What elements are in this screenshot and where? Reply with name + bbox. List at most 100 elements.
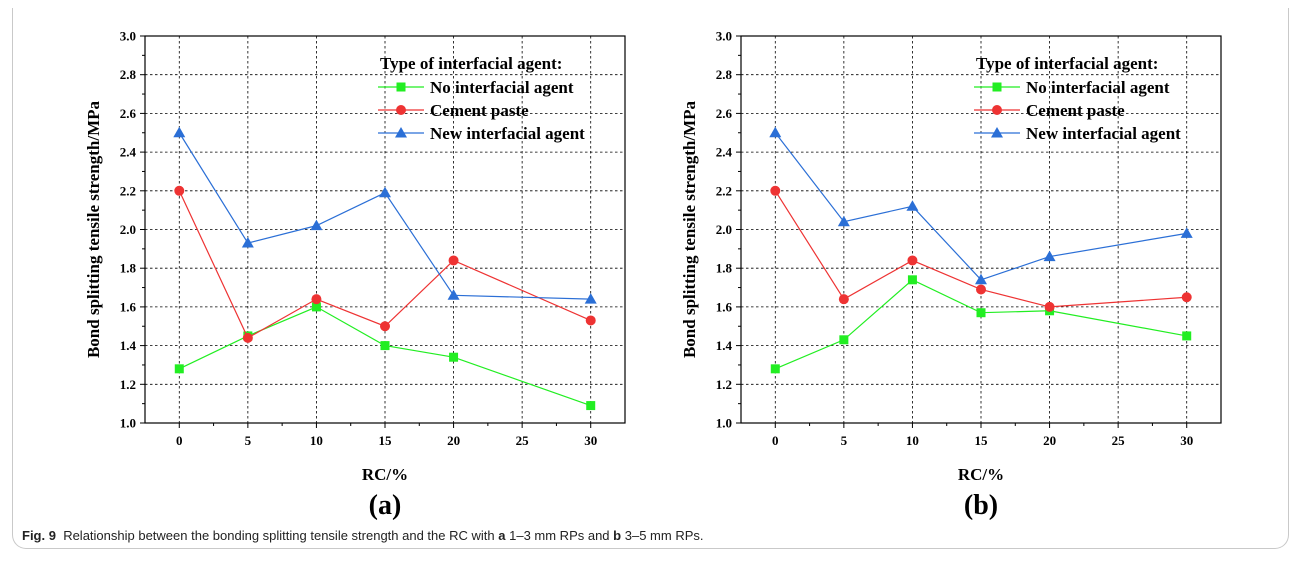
series-3-point <box>837 215 850 227</box>
series-1-point <box>770 364 780 374</box>
series-3-point <box>1043 250 1056 262</box>
x-tick-label: 30 <box>584 433 597 448</box>
chart-panel-b: 0 5 10 15 20 25 30 1.0 1.2 1.4 1.6 1.8 2.0 2.2 2.4 2.6 2… <box>680 29 1222 520</box>
series-1-point <box>380 341 390 351</box>
y-tick-label: 2.4 <box>716 145 733 160</box>
caption-text-2: 1–3 mm RPs and <box>509 528 610 543</box>
y-tick-label: 1.2 <box>120 377 136 392</box>
x-tick-label: 0 <box>176 433 183 448</box>
x-axis-label: RC/% <box>362 465 408 484</box>
legend-swatch-marker <box>396 105 406 115</box>
series-2-point <box>838 294 849 305</box>
series-1-point <box>449 352 459 362</box>
y-axis-label: Bond splitting tensile strength/MPa <box>680 100 699 358</box>
series-3-point <box>173 126 186 138</box>
series-1-point <box>586 401 596 411</box>
series-1-point <box>174 364 184 374</box>
y-tick-label: 1.8 <box>120 261 137 276</box>
series-3-point <box>241 237 254 248</box>
legend-swatch-marker <box>991 127 1003 138</box>
x-tick-label: 10 <box>310 433 323 448</box>
series-2-point <box>242 332 253 343</box>
figure-caption: Fig. 9 Relationship between the bonding … <box>22 528 704 543</box>
series-2-point <box>311 294 322 305</box>
y-tick-label: 2.6 <box>716 106 733 121</box>
series-2-point <box>1181 292 1192 303</box>
y-tick-label: 1.4 <box>716 338 733 353</box>
legend-swatch-marker <box>395 127 407 138</box>
y-tick-label: 1.0 <box>716 416 732 431</box>
x-tick-label: 5 <box>245 433 252 448</box>
series-2-point <box>585 315 596 326</box>
y-tick-label: 2.6 <box>120 106 137 121</box>
caption-text-1: Relationship between the bonding splitti… <box>63 528 495 543</box>
series-line-3 <box>178 132 591 300</box>
series-3-point <box>769 126 782 138</box>
x-tick-label: 20 <box>447 433 460 448</box>
x-axis-label: RC/% <box>958 465 1004 484</box>
y-tick-label: 2.8 <box>120 67 137 82</box>
chart-figure: 0 5 10 15 20 25 30 1.0 1.2 1.4 1.6 1.8 2.0 2.2 2.4 2.6 2… <box>84 29 1222 520</box>
y-tick-label: 2.0 <box>716 222 732 237</box>
legend-entry: No interfacial agent <box>430 78 574 97</box>
legend-title: Type of interfacial agent: <box>976 54 1158 73</box>
series-line-2 <box>774 190 1187 308</box>
y-tick-label: 2.2 <box>120 183 136 198</box>
series-line-2 <box>178 190 591 339</box>
series-1-point <box>976 308 986 318</box>
y-tick-label: 2.4 <box>120 145 137 160</box>
x-tick-label: 30 <box>1180 433 1193 448</box>
series-1-point <box>311 302 321 312</box>
series-2-point <box>976 284 986 295</box>
series-2-point <box>174 185 185 196</box>
legend-title: Type of interfacial agent: <box>380 54 562 73</box>
legend-swatch-marker <box>992 105 1002 115</box>
series-3-point <box>379 186 391 198</box>
y-tick-label: 1.0 <box>120 416 136 431</box>
caption-text-3: 3–5 mm RPs. <box>624 528 704 543</box>
series-2-point <box>380 321 390 332</box>
series-1-point <box>1182 331 1192 341</box>
series-line-1 <box>775 279 1187 370</box>
series-2-point <box>448 255 459 266</box>
y-tick-label: 3.0 <box>120 29 136 44</box>
figure-frame <box>12 8 1289 549</box>
series-line-3 <box>774 132 1187 281</box>
caption-fig-label: Fig. 9 <box>22 528 56 543</box>
panel-label: (a) <box>369 490 402 520</box>
x-tick-label: 25 <box>1112 433 1126 448</box>
legend-entry: No interfacial agent <box>1026 78 1170 97</box>
series-2-point <box>770 185 781 196</box>
series-3-point <box>906 200 919 211</box>
legend-swatch-marker <box>396 82 406 92</box>
y-tick-label: 1.6 <box>120 299 137 314</box>
legend-entry: Cement paste <box>1026 101 1125 120</box>
x-tick-label: 0 <box>772 433 779 448</box>
y-axis-label: Bond splitting tensile strength/MPa <box>84 100 103 358</box>
series-1-point <box>839 335 849 345</box>
legend-swatch-marker <box>992 82 1002 92</box>
chart-panel-a: 0 5 10 15 20 25 30 1.0 1.2 1.4 1.6 1.8 2.0 2.2 2.4 2.6 2… <box>84 29 626 520</box>
caption-panel-a: a <box>498 528 506 543</box>
x-tick-label: 20 <box>1043 433 1056 448</box>
series-3-point <box>1180 227 1193 238</box>
y-tick-label: 2.0 <box>120 222 136 237</box>
panel-label: (b) <box>964 490 998 520</box>
series-3-point <box>975 273 987 285</box>
caption-panel-b: b <box>613 528 622 543</box>
legend-entry: New interfacial agent <box>430 124 585 143</box>
series-line-1 <box>179 306 591 407</box>
legend-entry: Cement paste <box>430 101 529 120</box>
legend-entry: New interfacial agent <box>1026 124 1181 143</box>
y-tick-label: 2.8 <box>716 67 733 82</box>
y-tick-label: 3.0 <box>716 29 732 44</box>
x-tick-label: 15 <box>975 433 989 448</box>
y-tick-label: 1.6 <box>716 299 733 314</box>
series-3-point <box>310 219 323 231</box>
series-2-point <box>1044 301 1055 312</box>
x-tick-label: 15 <box>379 433 393 448</box>
x-tick-label: 10 <box>906 433 919 448</box>
y-tick-label: 1.4 <box>120 338 137 353</box>
series-1-point <box>907 275 917 285</box>
x-tick-label: 25 <box>516 433 530 448</box>
